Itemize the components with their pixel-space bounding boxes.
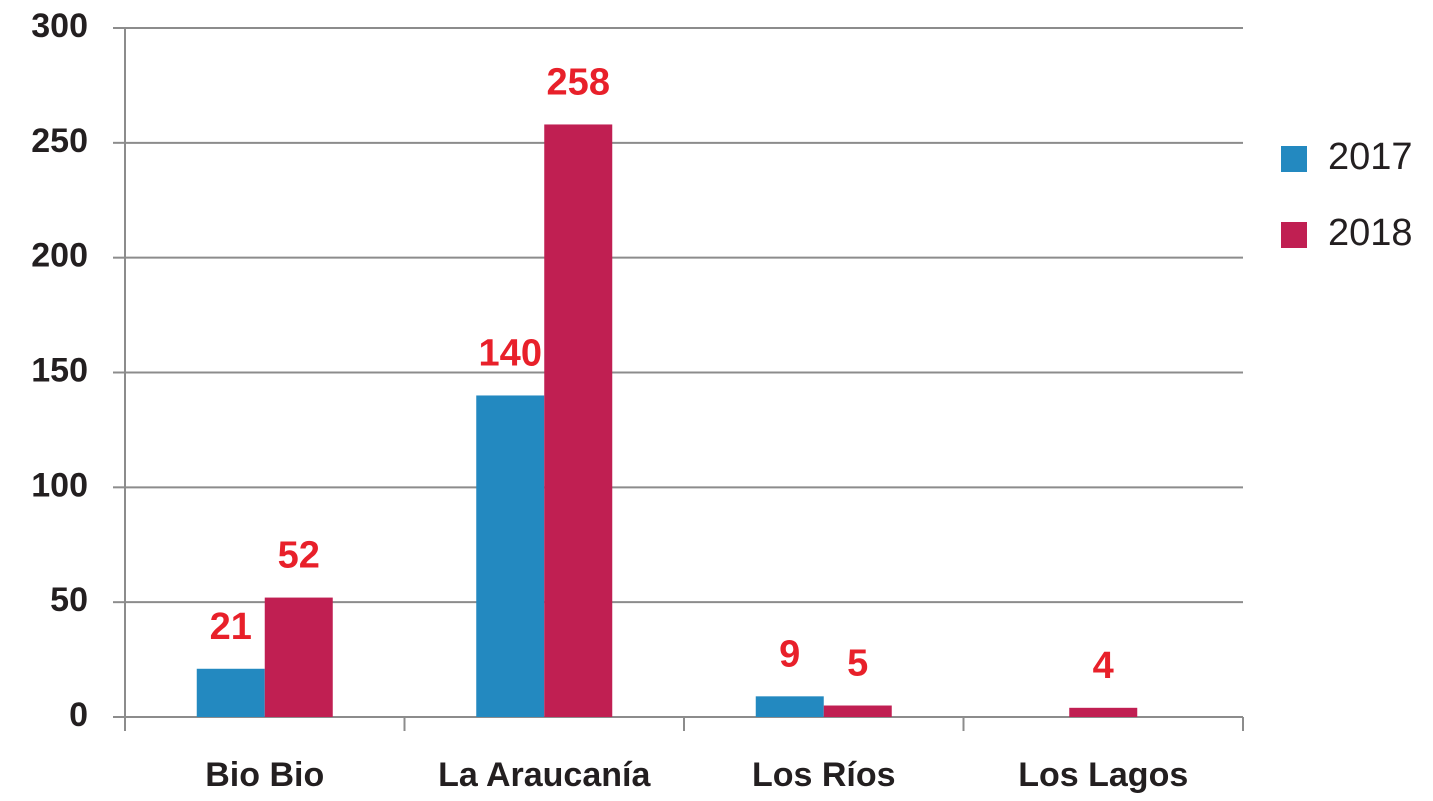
y-tick-label: 150 (31, 351, 88, 389)
bar (264, 597, 333, 717)
x-tick-label: Los Lagos (1018, 756, 1188, 794)
y-tick-label: 300 (31, 7, 88, 45)
data-label: 4 (1093, 645, 1114, 687)
data-label: 9 (779, 633, 800, 675)
legend-swatch (1281, 146, 1307, 172)
x-tick-label: La Araucanía (438, 756, 651, 794)
legend-label: 2017 (1328, 136, 1413, 178)
bar (1069, 707, 1138, 717)
legend-label: 2018 (1328, 212, 1413, 254)
bar (476, 395, 545, 717)
x-tick-label: Bio Bio (205, 756, 324, 794)
y-tick-label: 250 (31, 122, 88, 160)
data-label: 5 (847, 643, 868, 685)
x-tick-label: Los Ríos (752, 756, 896, 794)
data-label: 21 (210, 606, 252, 648)
legend-swatch (1281, 222, 1307, 248)
bar (823, 705, 892, 717)
bar (544, 124, 613, 717)
data-label: 140 (479, 332, 542, 374)
y-tick-label: 200 (31, 237, 88, 275)
y-tick-label: 50 (50, 581, 88, 619)
y-tick-label: 100 (31, 466, 88, 504)
data-label: 52 (278, 535, 320, 577)
data-label: 258 (547, 61, 610, 103)
bar (196, 668, 265, 717)
y-tick-label: 0 (69, 696, 88, 734)
bar (755, 696, 824, 717)
